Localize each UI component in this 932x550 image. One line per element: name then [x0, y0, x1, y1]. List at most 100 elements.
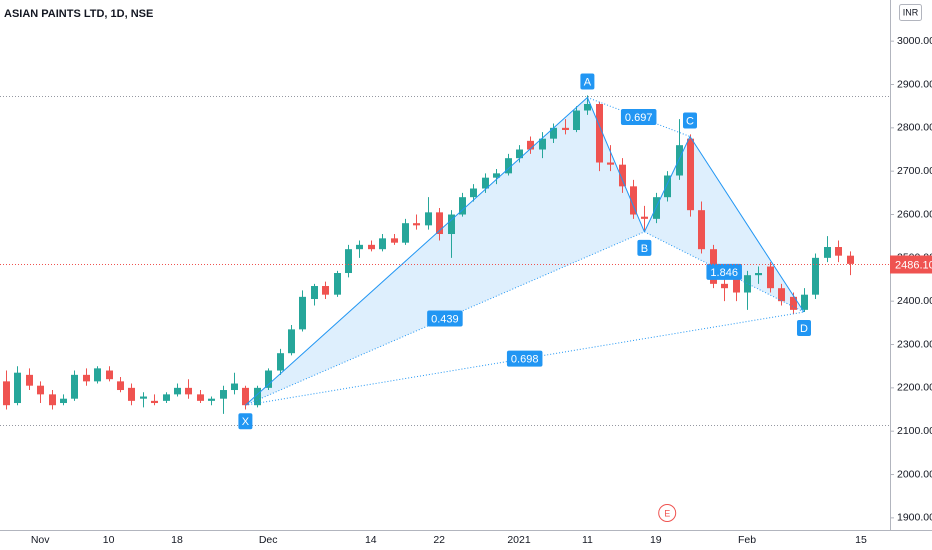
- y-tick-label: 2300.00: [897, 338, 932, 350]
- candle-body: [687, 138, 694, 211]
- point-box: [797, 320, 811, 337]
- candle-body: [265, 370, 272, 388]
- ratio-label: 0.439: [431, 313, 459, 325]
- candle-body: [778, 288, 785, 302]
- pattern-leg: [245, 97, 588, 406]
- candle-body: [14, 372, 21, 404]
- candle-body: [379, 238, 386, 250]
- x-tick-label: 22: [433, 534, 445, 546]
- candle-body: [459, 197, 466, 215]
- point-box: [637, 239, 652, 256]
- candle-body: [767, 266, 774, 289]
- candle-body: [550, 127, 557, 139]
- pattern-leg: [586, 97, 645, 233]
- ratio-box: [706, 263, 742, 280]
- x-tick-label: 11: [582, 534, 593, 546]
- candle-body: [562, 127, 569, 131]
- candle-body: [733, 275, 740, 293]
- candle-body: [231, 383, 238, 391]
- candle-body: [527, 140, 534, 150]
- candle-body: [242, 387, 249, 406]
- point-box: [580, 73, 595, 90]
- candle-body: [299, 296, 306, 330]
- y-tick-label: 1900.00: [897, 512, 932, 524]
- y-tick-label: 2700.00: [897, 165, 932, 177]
- candle-body: [721, 283, 728, 289]
- point-label: C: [686, 115, 694, 127]
- point-tag: A: [580, 73, 595, 90]
- y-tick-label: 2600.00: [897, 208, 932, 220]
- x-tick-label: 15: [855, 534, 867, 546]
- currency-box[interactable]: [899, 4, 922, 21]
- candle-body: [71, 374, 78, 399]
- x-tick-label: 10: [103, 534, 115, 546]
- candle-body: [117, 381, 124, 391]
- x-tick-label: 2021: [507, 534, 531, 546]
- point-tag: X: [238, 413, 253, 430]
- x-tick-label: 19: [650, 534, 662, 546]
- y-tick-label: 2000.00: [897, 468, 932, 480]
- pattern-fill: [644, 136, 804, 313]
- ratio-box: [506, 350, 543, 367]
- candle-body: [493, 173, 500, 178]
- candle-body: [128, 387, 135, 401]
- candle-body: [140, 396, 147, 399]
- candle-body: [790, 296, 797, 310]
- candle-body: [197, 394, 204, 401]
- candle-body: [356, 244, 363, 250]
- candle-body: [607, 162, 614, 165]
- x-tick-label: Nov: [31, 534, 50, 546]
- ratio-label: 1.846: [710, 267, 738, 279]
- candle-body: [311, 286, 318, 300]
- candle-body: [801, 294, 808, 310]
- candle-body: [835, 247, 842, 256]
- candle-body: [744, 275, 751, 293]
- candle-body: [220, 390, 227, 399]
- candle-body: [288, 329, 295, 354]
- y-tick-label: 2200.00: [897, 382, 932, 394]
- earnings-label: E: [664, 508, 670, 518]
- ratio-label: 0.698: [511, 354, 539, 366]
- candle-body: [482, 177, 489, 189]
- candle-body: [151, 400, 158, 404]
- candle-body: [49, 394, 56, 406]
- candle-body: [755, 273, 762, 276]
- candle-body: [425, 212, 432, 226]
- candle-body: [60, 398, 67, 404]
- candle-body: [584, 104, 591, 111]
- candle-body: [676, 145, 683, 176]
- currency-label: INR: [903, 7, 919, 17]
- point-tag: C: [683, 112, 697, 129]
- candle-body: [83, 374, 90, 382]
- x-tick-label: 14: [365, 534, 377, 546]
- candle-body: [37, 385, 44, 395]
- candle-body: [812, 257, 819, 295]
- ratio-tag: 0.439: [427, 310, 463, 327]
- candle-body: [539, 138, 546, 150]
- point-label: X: [242, 416, 250, 428]
- candle-body: [163, 394, 170, 401]
- y-tick-label: 2400.00: [897, 295, 932, 307]
- candle-body: [664, 175, 671, 198]
- ratio-tag: 1.846: [706, 263, 742, 280]
- candle-body: [413, 223, 420, 226]
- last-price-box: [890, 255, 932, 274]
- candle-body: [345, 249, 352, 274]
- ratio-line: [245, 231, 645, 406]
- candle-body: [322, 286, 329, 295]
- candle-body: [402, 223, 409, 243]
- candle-body: [174, 387, 181, 395]
- ratio-box: [427, 310, 463, 327]
- candle-body: [3, 381, 10, 406]
- earnings-marker[interactable]: [658, 504, 677, 522]
- candle-body: [448, 214, 455, 235]
- pattern-fill: [245, 97, 645, 406]
- ratio-line: [245, 311, 805, 406]
- candle-body: [653, 197, 660, 219]
- candle-body: [505, 158, 512, 174]
- candle-body: [26, 374, 33, 386]
- candle-body: [368, 244, 375, 250]
- candle-body: [630, 186, 637, 215]
- candle-body: [824, 247, 831, 258]
